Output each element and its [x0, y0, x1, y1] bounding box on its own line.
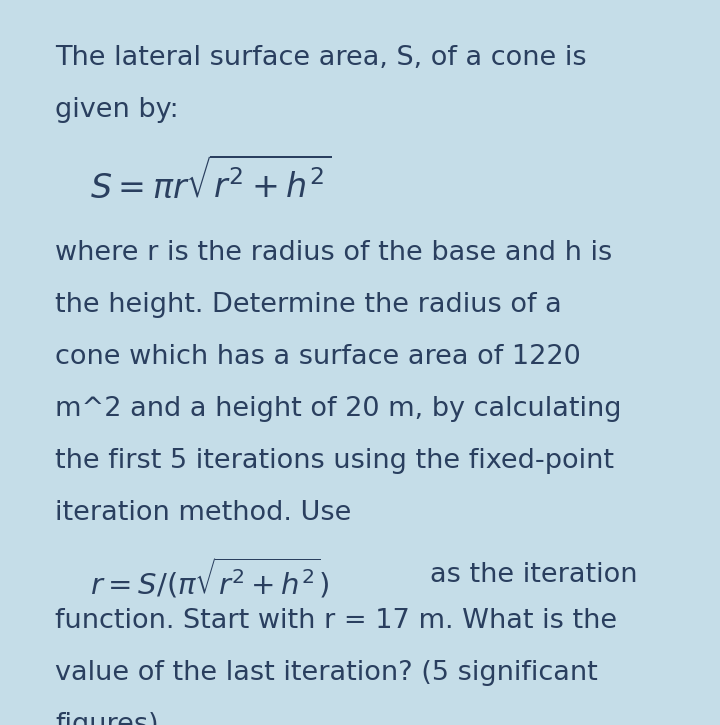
- Text: iteration method. Use: iteration method. Use: [55, 500, 351, 526]
- Text: cone which has a surface area of 1220: cone which has a surface area of 1220: [55, 344, 581, 370]
- Text: the height. Determine the radius of a: the height. Determine the radius of a: [55, 292, 562, 318]
- Text: where r is the radius of the base and h is: where r is the radius of the base and h …: [55, 240, 612, 266]
- Text: $S = \pi r\sqrt{r^2 + h^2}$: $S = \pi r\sqrt{r^2 + h^2}$: [90, 157, 331, 204]
- Text: value of the last iteration? (5 significant: value of the last iteration? (5 signific…: [55, 660, 598, 686]
- Text: The lateral surface area, S, of a cone is: The lateral surface area, S, of a cone i…: [55, 45, 587, 71]
- Text: the first 5 iterations using the fixed-point: the first 5 iterations using the fixed-p…: [55, 448, 614, 474]
- Text: function. Start with r = 17 m. What is the: function. Start with r = 17 m. What is t…: [55, 608, 617, 634]
- Text: as the iteration: as the iteration: [430, 562, 637, 588]
- Text: given by:: given by:: [55, 97, 179, 123]
- Text: $r = S/(\pi\sqrt{r^2 + h^2})$: $r = S/(\pi\sqrt{r^2 + h^2})$: [90, 556, 330, 601]
- Text: m^2 and a height of 20 m, by calculating: m^2 and a height of 20 m, by calculating: [55, 396, 621, 422]
- Text: figures): figures): [55, 712, 158, 725]
